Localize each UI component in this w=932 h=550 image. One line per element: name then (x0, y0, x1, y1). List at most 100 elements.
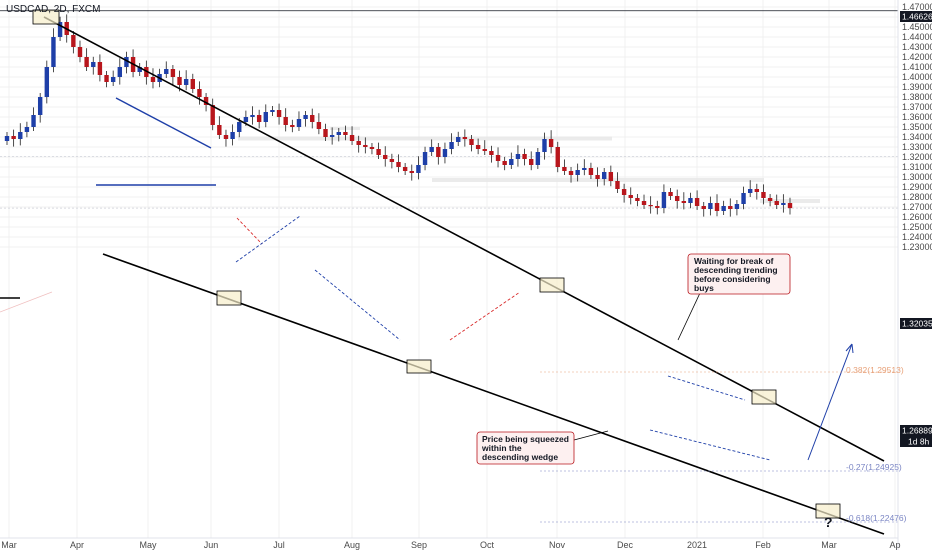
candle-body (369, 147, 375, 149)
y-tick-label: 1.38000 (902, 92, 932, 102)
wedge-upper-trendline (43, 16, 885, 462)
x-tick-label: Sep (411, 540, 427, 550)
candle-body (416, 165, 421, 173)
y-tick-label: 1.37000 (902, 102, 932, 112)
candle-body (668, 192, 673, 196)
candle-body (548, 139, 554, 147)
candle-body (303, 115, 308, 119)
candle-body (747, 189, 753, 193)
highlight-box (406, 359, 432, 374)
time-axis[interactable]: Mar Apr May Jun Jul Aug Sep Oct Nov Dec 2021 Feb Mar… (0, 537, 901, 550)
candle-body (621, 189, 627, 195)
candle-body (137, 67, 142, 72)
candle-body (595, 175, 600, 179)
candlestick-series (4, 14, 793, 217)
candle-body (104, 75, 109, 82)
candle-body (661, 192, 667, 208)
candle-body (51, 37, 56, 67)
projection-arrow-head (845, 343, 854, 354)
candle-body (349, 135, 355, 141)
candle-body (97, 62, 103, 75)
highlight-box (539, 277, 565, 293)
fib-label-027: -0.27(1.24925) (846, 462, 902, 472)
y-tick-label: 1.30000 (902, 172, 932, 182)
price-tag-mid: 1.32035 (900, 318, 932, 329)
candle-body (290, 125, 295, 127)
candle-body (203, 97, 209, 105)
candle-body (223, 135, 229, 139)
candle-body (4, 136, 10, 141)
candle-body (628, 195, 633, 198)
note-line: before considering (694, 274, 771, 284)
note-line: Price being squeezed (482, 434, 569, 444)
candle-body (91, 62, 96, 67)
zone-rect (330, 127, 360, 130)
candle-body (648, 205, 653, 207)
note-price-squeezed[interactable]: Price being squeezed within the descendi… (476, 431, 575, 465)
candle-body (310, 115, 315, 122)
candle-body (343, 132, 348, 135)
candle-body (456, 137, 461, 142)
highlight-box (815, 503, 841, 519)
candle-body (462, 137, 468, 139)
candle-body (296, 119, 302, 127)
candle-body (383, 155, 388, 159)
candle-body (389, 159, 395, 162)
candle-body (329, 135, 335, 137)
candle-body (37, 97, 43, 115)
candle-body (495, 155, 501, 161)
candle-body (283, 117, 288, 125)
candle-body (44, 67, 50, 97)
candle-body (263, 112, 268, 122)
fib-label-0382: 0.382(1.29513) (846, 365, 904, 375)
candle-body (183, 79, 189, 85)
x-tick-label: Feb (755, 540, 771, 550)
y-tick-label: 1.29000 (902, 182, 932, 192)
x-tick-label: Mar (821, 540, 837, 550)
candle-body (575, 170, 580, 175)
y-tick-label: 1.47000 (902, 2, 932, 12)
note-line: descending wedge (482, 452, 558, 462)
candle-body (57, 22, 63, 37)
candle-body (250, 115, 255, 117)
candle-body (422, 152, 428, 165)
candle-body (754, 189, 760, 192)
candle-body (774, 201, 779, 205)
fib-label-0618: -0.618(1.22476) (846, 513, 907, 523)
y-tick-label: 1.27000 (902, 202, 932, 212)
candle-body (635, 198, 640, 201)
candle-body (655, 206, 660, 208)
y-tick-label: 1.28000 (902, 192, 932, 202)
price-axis[interactable]: 1.470001.460001.450001.440001.430001.420… (897, 0, 932, 550)
note-line: descending trending (694, 265, 778, 275)
candle-body (217, 125, 222, 135)
candle-body (734, 204, 740, 209)
note-line: Waiting for break of (694, 256, 774, 266)
trendline-drawings (0, 9, 900, 535)
highlight-box (32, 9, 60, 25)
candle-body (555, 147, 560, 167)
candle-body (489, 151, 494, 155)
x-tick-label: 2021 (687, 540, 707, 550)
candle-body (741, 193, 746, 204)
note-waiting-break[interactable]: Waiting for break of descending trending… (687, 253, 791, 295)
candle-body (376, 149, 381, 155)
flag-upper-dash (667, 375, 746, 401)
y-tick-label: 1.42000 (902, 52, 932, 62)
x-tick-label: Aug (344, 540, 360, 550)
x-tick-label: Oct (480, 540, 495, 550)
candle-body (615, 181, 620, 189)
candle-body (674, 196, 680, 201)
candle-body (469, 139, 474, 145)
candle-body (18, 132, 23, 139)
candle-body (767, 198, 773, 201)
left-diagonal-line (0, 291, 53, 313)
candle-body (701, 206, 706, 209)
candle-body (535, 152, 541, 165)
candle-body (24, 127, 30, 132)
candle-body (588, 168, 594, 175)
candle-body (522, 154, 527, 159)
flag-lower-dash (649, 429, 771, 461)
candle-body (502, 161, 507, 165)
channel-blue-dash-2 (314, 269, 401, 341)
